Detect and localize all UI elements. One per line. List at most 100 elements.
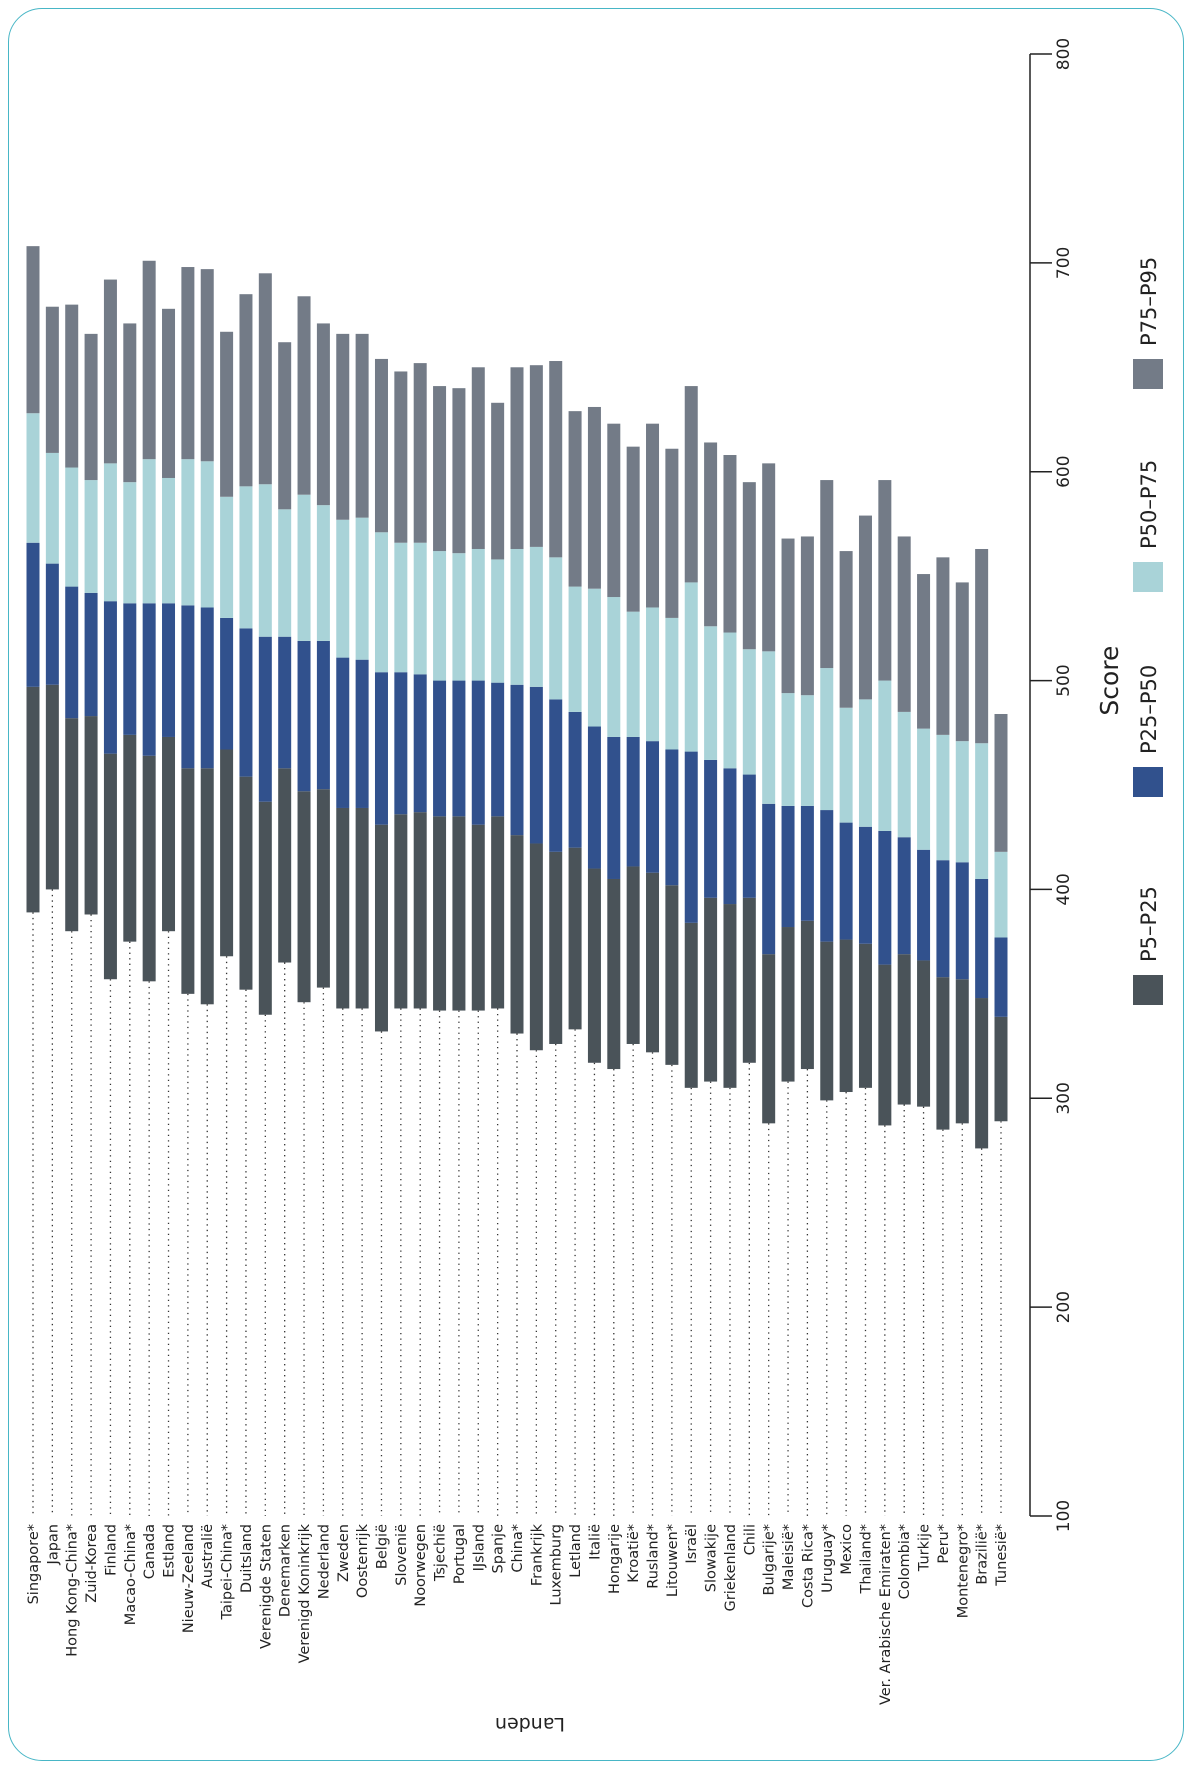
bar-segment [742, 897, 756, 1063]
bar-segment [84, 480, 98, 593]
bar-segment [355, 333, 369, 518]
bar-segment [142, 603, 156, 756]
score-tick-label: 100 [1054, 1500, 1074, 1532]
score-tick-label: 400 [1054, 873, 1074, 905]
bar-segment [45, 684, 59, 890]
bar-segment [142, 260, 156, 460]
bar-segment [762, 463, 776, 652]
bar-segment [955, 979, 969, 1124]
bar-segment [820, 668, 834, 811]
bar-segment [510, 684, 524, 836]
category-label: Ver. Arabische Emiraten* [878, 1524, 894, 1705]
category-label: Italië [587, 1524, 603, 1560]
bar-segment [45, 452, 59, 564]
category-label: Slowakije [704, 1524, 720, 1592]
bar-segment [549, 699, 563, 852]
bar-segment [26, 542, 40, 687]
bar-segment [684, 751, 698, 923]
bar-segment [220, 749, 234, 957]
bar-segment [452, 388, 466, 554]
bar-segment [65, 718, 79, 932]
bar-segment [162, 308, 176, 478]
bar-segment [471, 367, 485, 549]
bar-segment [529, 686, 543, 844]
bar-segment [374, 358, 388, 533]
bar-segment [278, 342, 292, 510]
category-label: Hong Kong-China* [65, 1524, 81, 1657]
category-label: Nieuw-Zeeland [181, 1524, 197, 1633]
bar-segment [762, 803, 776, 955]
legend-swatch [1133, 975, 1163, 1005]
category-label: Macao-China* [123, 1524, 139, 1625]
bar-segment [800, 920, 814, 1070]
bar-segment [374, 672, 388, 825]
bar-segment [336, 333, 350, 520]
bar-segment [568, 411, 582, 587]
category-label: Frankrijk [529, 1523, 545, 1586]
legend-label: P25–P50 [1137, 665, 1161, 754]
bar-segment [917, 574, 931, 729]
bar-segment [491, 559, 505, 683]
bar-segment [297, 791, 311, 1003]
score-axis-title: Score [1095, 646, 1124, 716]
bar-segment [355, 807, 369, 1009]
score-tick-label: 800 [1054, 38, 1074, 70]
category-label: Oostenrijk [355, 1523, 371, 1598]
category-label: China* [510, 1524, 526, 1573]
bar-segment [452, 553, 466, 681]
bar-segment [239, 294, 253, 487]
bar-segment [723, 632, 737, 769]
bar-segment [181, 459, 195, 606]
bar-segment [316, 505, 330, 641]
legend-label: P50–P75 [1137, 460, 1161, 549]
bar-segment [955, 741, 969, 863]
bar-segment [781, 927, 795, 1082]
bar-segment [723, 455, 737, 633]
chart-frame [8, 8, 1184, 1761]
bar-segment [316, 640, 330, 790]
category-label: Tsjechië [433, 1524, 449, 1582]
bar-segment [568, 586, 582, 712]
bar-segment [355, 659, 369, 808]
legend-swatch [1133, 359, 1163, 389]
bar-segment [452, 680, 466, 817]
bar-segment [200, 607, 214, 769]
bar-segment [162, 736, 176, 932]
dotted-guide-lines [32, 889, 1002, 1516]
bar-segment [239, 628, 253, 777]
bar-segment [936, 734, 950, 861]
bar-segment [549, 851, 563, 1044]
bar-segment [297, 296, 311, 495]
category-label: Colombia* [897, 1524, 913, 1599]
bar-segment [510, 835, 524, 1034]
bar-segment [994, 851, 1008, 938]
bar-segment [665, 885, 679, 1065]
category-label: Verenigde Staten [258, 1524, 274, 1649]
bar-segment [65, 467, 79, 587]
bar-segment [394, 672, 408, 815]
bar-segment [897, 954, 911, 1105]
bar-segment [200, 768, 214, 1005]
category-label: IJsland [471, 1524, 487, 1571]
bar-segment [433, 816, 447, 1011]
category-label: Australië [200, 1524, 216, 1588]
bar-segment [607, 878, 621, 1070]
category-label: Finland [103, 1524, 119, 1576]
bar-segment [723, 768, 737, 905]
bar-segment [413, 363, 427, 543]
category-label: Portugal [452, 1524, 468, 1584]
bar-segment [510, 367, 524, 549]
bar-segment [607, 597, 621, 737]
bar-segment [646, 423, 660, 608]
category-label: Luxemburg [549, 1524, 565, 1606]
bar-segment [975, 548, 989, 744]
bar-segment [471, 824, 485, 1011]
category-label: Slovenië [394, 1524, 410, 1586]
bar-segment [142, 755, 156, 982]
bar-segment [858, 826, 872, 944]
category-label: Canada [142, 1524, 158, 1579]
bar-segment [239, 776, 253, 990]
category-label: Estland [162, 1524, 178, 1578]
bar-segment [394, 542, 408, 673]
